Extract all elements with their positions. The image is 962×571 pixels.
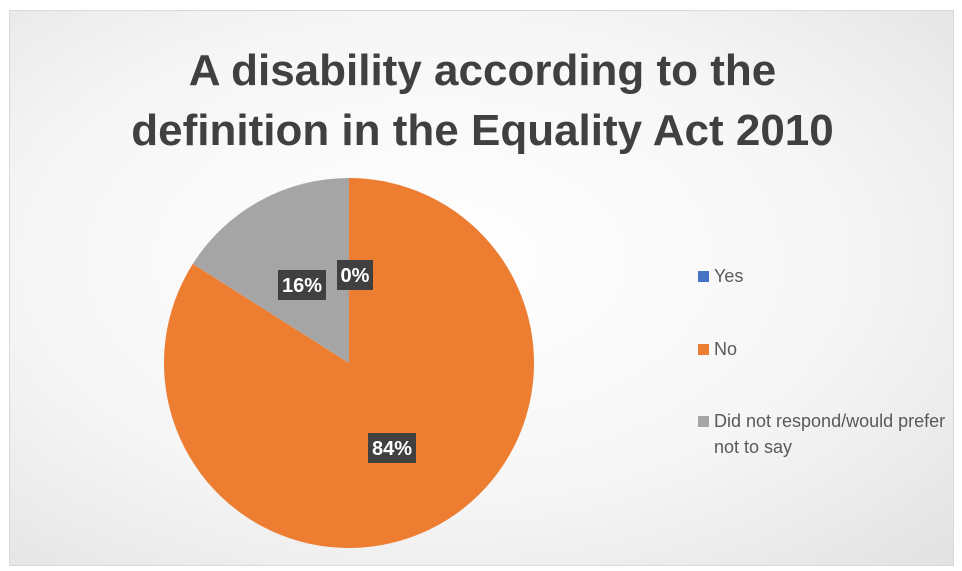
data-label-box-yes (337, 260, 373, 290)
legend-item-did-not-respond: Did not respond/would prefer not to say (698, 411, 959, 460)
legend-swatch-no (698, 344, 709, 355)
legend-swatch-yes (698, 271, 709, 282)
chart-title: A disability according to the definition… (131, 46, 834, 155)
data-label-yes: 0% (337, 260, 373, 290)
data-label-text-no: 84% (372, 438, 412, 460)
data-label-text-did-not-respond: 16% (282, 275, 322, 297)
legend-label-yes: Yes (714, 266, 744, 286)
data-label-no: 84% (368, 433, 416, 463)
chart-area: A disability according to the definition… (9, 10, 954, 566)
data-label-box-no (368, 433, 416, 463)
legend-label-no: No (714, 339, 738, 359)
legend-swatch-did-not-respond (698, 416, 709, 427)
data-label-box-did-not-respond (278, 270, 326, 300)
pie-chart: 0% 16% 84% (163, 178, 534, 548)
legend-label-did-not-respond: Did not respond/would prefer not to say (714, 411, 946, 457)
data-label-text-yes: 0% (341, 265, 370, 287)
data-label-did-not-respond: 16% (278, 270, 326, 300)
pie-slice-did-not-respond (192, 178, 349, 363)
pie-slice-no (163, 178, 534, 548)
legend-item-yes: Yes (698, 266, 959, 289)
legend-item-no: No (698, 339, 959, 362)
